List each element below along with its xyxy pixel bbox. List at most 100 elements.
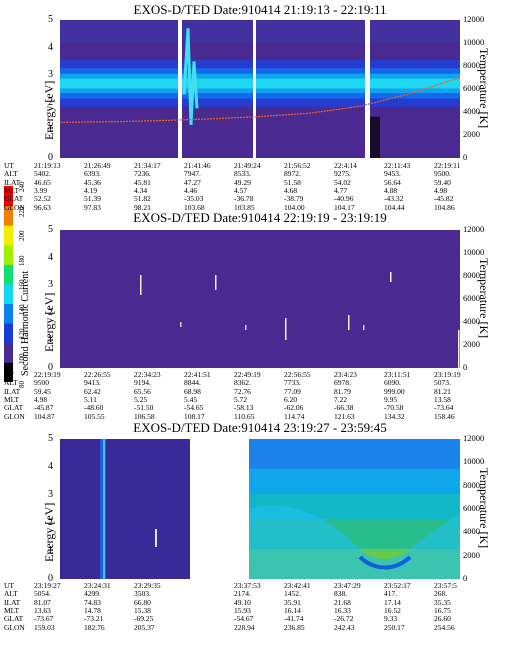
ephemeris-value: 9500. [434, 169, 451, 179]
data-streak [215, 275, 217, 290]
y2-tick-label: 0 [463, 362, 468, 372]
ephemeris-value: 104.86 [434, 202, 455, 212]
ephemeris-value: 49.29 [234, 177, 251, 187]
y2-tick-label: 0 [463, 573, 468, 583]
low-energy-region [370, 116, 380, 158]
ephemeris-value: 417. [384, 589, 398, 599]
ephemeris-value: -36.78 [234, 194, 254, 204]
ephemeris-value: 9.95 [384, 394, 398, 404]
ephemeris-value: 838. [334, 589, 348, 599]
ephemeris-value: 54.02 [334, 177, 351, 187]
y2-tick-label: 6000 [463, 293, 480, 303]
ephemeris-value: 23:47:29 [334, 581, 361, 590]
colorbar-swatch [4, 264, 13, 285]
y2-tick-label: 2000 [463, 549, 480, 560]
ephemeris-value: 8972. [284, 169, 301, 179]
ephemeris-row-label: MLT [4, 185, 20, 195]
ephemeris-value: 47.27 [184, 177, 201, 187]
colorbar-swatch [4, 205, 13, 226]
data-gap [253, 20, 256, 158]
ephemeris-value: 254.56 [434, 622, 455, 632]
ephemeris-value: 26.60 [434, 614, 451, 624]
ephemeris-value: 65.56 [134, 386, 151, 396]
ephemeris-value: 22:41:51 [184, 370, 211, 379]
ephemeris-value: 98.21 [134, 202, 151, 212]
ephemeris-value: -45.87 [34, 403, 54, 413]
ephemeris-value: 21.68 [334, 597, 351, 607]
ephemeris-value: 9500 [34, 378, 49, 388]
ephemeris-value: 22:56:55 [284, 370, 311, 379]
ephemeris-value: 4299. [84, 589, 101, 599]
ephemeris-value: 97.83 [84, 202, 101, 212]
y-tick-label: 4 [48, 41, 53, 53]
ephemeris-value: 21:34:17 [134, 161, 161, 170]
y-tick-label: 0 [48, 573, 53, 584]
ephemeris-value: 17.14 [384, 597, 401, 607]
ephemeris-value: 96.63 [34, 202, 51, 212]
upper-flux [60, 20, 460, 43]
ephemeris-row-label: MLT [4, 394, 20, 404]
ephemeris-row-label: ILAT [4, 177, 21, 187]
ephemeris-row-label: GLAT [4, 403, 24, 413]
y-tick-label: 5 [48, 14, 53, 25]
colorbar-tick-label: 100 [18, 353, 26, 364]
ephemeris-value: 74.83 [84, 597, 101, 607]
ephemeris-value: 6393. [84, 169, 101, 179]
ephemeris-value: 23:52:17 [384, 581, 411, 590]
ephemeris-value: 4.68 [284, 185, 298, 195]
colorbar [4, 186, 13, 383]
ephemeris-value: -66.38 [334, 403, 354, 413]
ephemeris-row-label: ALT [4, 378, 18, 388]
data-streak [390, 272, 392, 282]
panel-1-title: EXOS-D/TED Date:910414 21:19:13 - 22:19:… [133, 2, 387, 17]
ephemeris-value: 9453. [384, 169, 401, 179]
y-tick-label: 5 [48, 224, 53, 235]
ephemeris-value: 228.94 [234, 622, 255, 632]
ephemeris-value: 7947. [184, 169, 201, 179]
colorbar-tick-label: 80 [18, 381, 26, 388]
ephemeris-value: 4.98 [434, 185, 448, 195]
y2-tick-label: 4000 [463, 106, 480, 116]
panel-2-plot [60, 230, 460, 368]
y-tick-label: 1 [48, 334, 53, 346]
ephemeris-value: 62.42 [84, 386, 101, 396]
flux-dip [358, 555, 412, 570]
ephemeris-value: 104.44 [384, 202, 405, 212]
ephemeris-value: -40.96 [334, 194, 354, 204]
ephemeris-value: 121.63 [334, 411, 355, 421]
ephemeris-value: 59.45 [34, 386, 51, 396]
y-tick-label: 3 [48, 69, 53, 81]
y-tick-label: 2 [48, 96, 53, 108]
ephemeris-value: 5.11 [84, 394, 97, 404]
ephemeris-value: 35.91 [284, 597, 301, 607]
panel-3-title: EXOS-D/TED Date:910414 23:19:27 - 23:59:… [133, 420, 387, 435]
ephemeris-value: 8362. [234, 378, 251, 388]
panel-3-heatmap [60, 439, 460, 579]
ephemeris-value: -73.21 [84, 614, 104, 624]
spike-feature [182, 28, 199, 125]
ephemeris-value: 104.87 [34, 411, 55, 421]
ephemeris-value: 51.39 [84, 194, 101, 204]
colorbar-tick-label: 200 [18, 230, 26, 242]
y2-tick-label: 12000 [463, 224, 485, 234]
ephemeris-value: 56.64 [384, 177, 401, 187]
ephemeris-value: 6978. [334, 378, 351, 388]
colorbar-swatch [4, 225, 13, 246]
ephemeris-value: 68.98 [184, 386, 201, 396]
colorbar-swatch [4, 323, 13, 344]
ephemeris-value: 16.52 [384, 605, 401, 615]
ephemeris-row-label: ALT [4, 589, 18, 599]
ephemeris-row-label: GLAT [4, 614, 24, 624]
ephemeris-value: 23:42:41 [284, 581, 311, 590]
ephemeris-value: 159.03 [34, 622, 55, 632]
ephemeris-row-label: ILAT [4, 386, 21, 396]
ephemeris-value: 5073. [434, 378, 451, 388]
ephemeris-value: 9.33 [384, 614, 398, 624]
ephemeris-value: 2174. [234, 589, 251, 599]
ephemeris-row-label: ALT [4, 169, 18, 179]
colorbar-swatch [4, 342, 13, 363]
flux-band [249, 439, 460, 469]
colorbar-tick-label: 120 [18, 328, 26, 340]
ephemeris-value: 105.55 [84, 411, 105, 421]
ephemeris-value: 268. [434, 589, 448, 599]
